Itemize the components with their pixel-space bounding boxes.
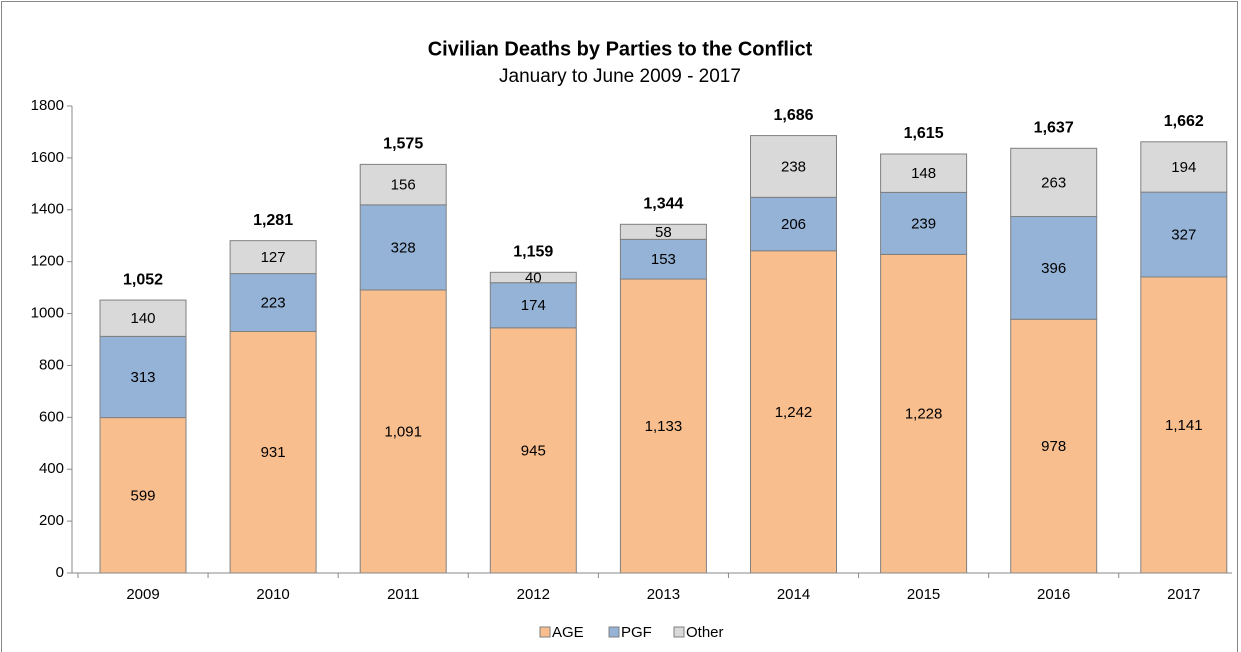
total-label: 1,281 [253, 212, 293, 229]
y-tick-label: 1400 [31, 201, 64, 218]
data-label: 263 [1041, 174, 1066, 191]
data-label: 206 [781, 216, 806, 233]
total-label: 1,662 [1164, 113, 1204, 130]
chart-subtitle: January to June 2009 - 2017 [499, 66, 741, 87]
bar-segment [229, 273, 317, 332]
data-label: 328 [391, 239, 416, 256]
legend-swatch [673, 626, 685, 638]
x-tick-label: 2016 [1037, 586, 1070, 603]
y-tick-label: 800 [39, 356, 64, 373]
data-label: 1,242 [775, 404, 813, 421]
bar-segment [489, 271, 577, 284]
data-label: 1,141 [1165, 417, 1203, 434]
total-label: 1,686 [773, 107, 813, 124]
total-label: 1,159 [513, 244, 553, 261]
data-label: 978 [1041, 438, 1066, 455]
x-tick-label: 2010 [256, 586, 289, 603]
x-tick-label: 2013 [647, 586, 680, 603]
data-label: 194 [1171, 159, 1196, 176]
data-label: 239 [911, 215, 936, 232]
legend-label: AGE [552, 624, 584, 641]
data-label: 1,133 [645, 418, 683, 435]
bar-segment [750, 250, 837, 574]
total-label: 1,637 [1034, 120, 1074, 137]
y-tick-label: 1600 [31, 149, 64, 166]
bar-segment [229, 240, 317, 275]
bar-segment [489, 327, 577, 574]
data-label: 327 [1171, 227, 1196, 244]
bar-segment [880, 153, 968, 193]
y-tick-label: 1200 [31, 253, 64, 270]
data-label: 599 [130, 487, 155, 504]
data-label: 313 [130, 369, 155, 386]
bar-segment [359, 163, 447, 206]
bar-segment [99, 417, 187, 574]
data-label: 223 [261, 294, 286, 311]
bar-segment [1010, 147, 1098, 218]
data-label: 1,091 [384, 423, 422, 440]
x-tick-label: 2015 [907, 586, 940, 603]
legend-label: Other [686, 624, 724, 641]
data-label: 396 [1041, 260, 1066, 277]
bar-segment [750, 196, 837, 252]
legend-swatch [608, 626, 620, 638]
legend-swatch [539, 626, 551, 638]
bar-segment [880, 191, 968, 255]
x-tick-label: 2014 [777, 586, 810, 603]
x-tick-label: 2012 [517, 586, 550, 603]
y-tick-label: 1800 [31, 97, 64, 114]
data-label: 127 [261, 249, 286, 266]
y-tick-label: 200 [39, 512, 64, 529]
data-label: 58 [655, 224, 672, 241]
data-label: 931 [261, 444, 286, 461]
total-label: 1,344 [643, 196, 683, 213]
data-label: 153 [651, 251, 676, 268]
y-tick-label: 1000 [31, 305, 64, 322]
data-label: 140 [130, 310, 155, 327]
x-tick-label: 2009 [126, 586, 159, 603]
bar-segment [619, 223, 707, 240]
bar-segment [880, 253, 968, 574]
data-label: 40 [525, 269, 542, 286]
bar-segment [359, 289, 447, 574]
bar-segment [489, 282, 577, 329]
bar-segment [359, 204, 447, 291]
total-label: 1,615 [904, 125, 944, 142]
data-label: 238 [781, 158, 806, 175]
y-tick-label: 0 [56, 564, 64, 581]
y-tick-label: 600 [39, 408, 64, 425]
total-label: 1,575 [383, 136, 423, 153]
x-tick-label: 2017 [1167, 586, 1200, 603]
chart-title: Civilian Deaths by Parties to the Confli… [428, 38, 813, 60]
total-label: 1,052 [123, 271, 163, 288]
bar-segment [750, 135, 837, 198]
data-label: 156 [391, 177, 416, 194]
bar-segment [619, 278, 707, 574]
bar-segment [1140, 141, 1228, 193]
legend-label: PGF [621, 624, 652, 641]
bar-segment [1010, 216, 1098, 320]
bar-segment [1140, 276, 1228, 574]
bar-segment [1140, 191, 1228, 278]
data-label: 1,228 [905, 406, 943, 423]
y-tick-label: 400 [39, 460, 64, 477]
data-label: 148 [911, 165, 936, 182]
bar-segment [619, 238, 707, 280]
x-tick-label: 2011 [387, 586, 419, 603]
bar-segment [99, 299, 187, 337]
data-label: 174 [521, 297, 546, 314]
data-label: 945 [521, 442, 546, 459]
